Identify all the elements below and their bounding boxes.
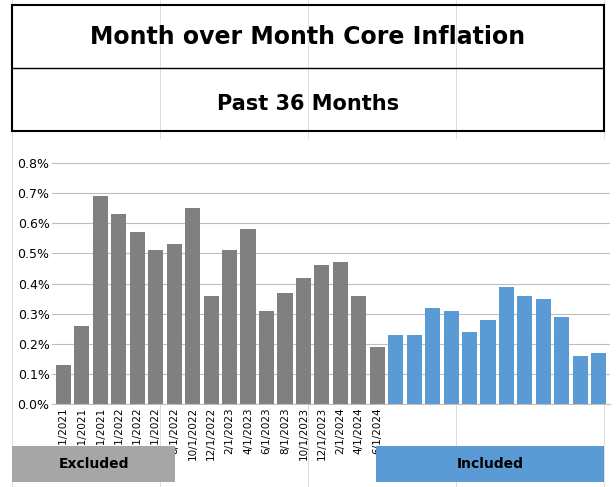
Text: Month over Month Core Inflation: Month over Month Core Inflation — [91, 24, 525, 49]
Bar — [554, 317, 569, 404]
Bar — [444, 311, 459, 404]
Bar — [203, 296, 219, 404]
Text: Included: Included — [456, 457, 524, 471]
Bar — [536, 299, 551, 404]
Bar — [56, 365, 71, 404]
Bar — [75, 326, 89, 404]
Bar — [591, 353, 606, 404]
Bar — [462, 332, 477, 404]
Bar — [499, 286, 514, 404]
Bar — [333, 262, 348, 404]
Bar — [407, 335, 422, 404]
Bar — [166, 244, 182, 404]
Bar — [376, 446, 604, 482]
Bar — [480, 320, 496, 404]
Bar — [185, 208, 200, 404]
Bar — [314, 265, 330, 404]
Bar — [93, 196, 108, 404]
Bar — [240, 229, 256, 404]
Bar — [517, 296, 532, 404]
Text: Past 36 Months: Past 36 Months — [217, 94, 399, 113]
Bar — [425, 308, 440, 404]
Bar — [296, 278, 311, 404]
Bar — [573, 356, 588, 404]
Bar — [277, 293, 293, 404]
Bar — [370, 347, 385, 404]
Bar — [222, 250, 237, 404]
Bar — [12, 446, 175, 482]
Bar — [148, 250, 163, 404]
Bar — [351, 296, 367, 404]
Bar — [259, 311, 274, 404]
Bar — [388, 335, 403, 404]
Bar — [111, 214, 126, 404]
Bar — [130, 232, 145, 404]
Text: Excluded: Excluded — [59, 457, 129, 471]
